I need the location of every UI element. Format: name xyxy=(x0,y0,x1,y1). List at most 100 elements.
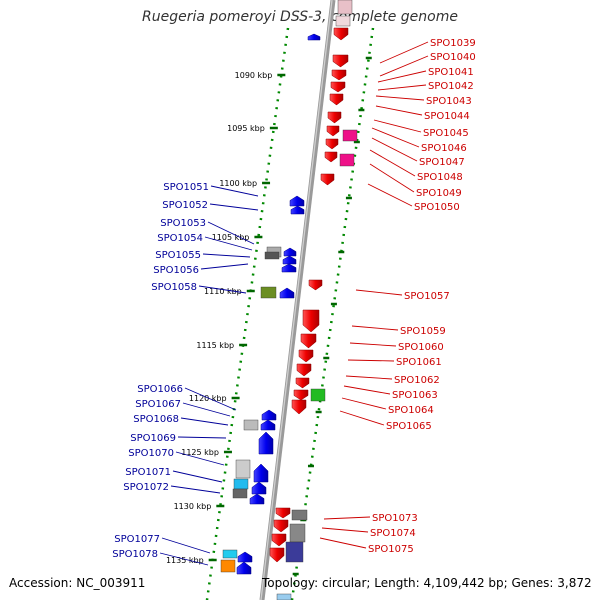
kbp-tick-label: 1095 kbp xyxy=(227,124,265,133)
gene-label-right: SPO1044 xyxy=(424,111,470,122)
leader-line xyxy=(175,451,225,466)
genome-backbone xyxy=(259,0,336,600)
forward-gene-arrow xyxy=(291,399,307,415)
gene-label-right: SPO1065 xyxy=(386,421,432,432)
leader-line xyxy=(371,137,418,162)
leader-line xyxy=(373,119,422,133)
forward-gene-arrow xyxy=(320,173,335,186)
gene-blocks xyxy=(220,0,358,600)
forward-gene-arrow xyxy=(308,279,323,291)
leader-line xyxy=(170,485,221,494)
kbp-tick-label: 1110 kbp xyxy=(204,287,242,296)
gene-label-right: SPO1075 xyxy=(368,544,414,555)
gene-block-gray xyxy=(289,523,306,543)
kbp-tick-label: 1090 kbp xyxy=(235,71,273,80)
gene-label-right: SPO1061 xyxy=(396,357,442,368)
leader-line xyxy=(198,285,247,294)
backbone-highlight xyxy=(260,0,333,600)
gene-block-gray xyxy=(291,509,308,521)
forward-gene-arrow xyxy=(333,27,349,41)
kbp-ticks: 1090 kbp 1095 kbp 1100 kbp 1105 kbp 1110 kbp… xyxy=(166,56,372,576)
leader-line xyxy=(375,95,425,101)
forward-gene-arrow xyxy=(271,533,287,547)
gene-label-right: SPO1047 xyxy=(419,157,465,168)
gene-label-left: SPO1051 xyxy=(163,182,209,193)
right-dotted-ruler xyxy=(290,27,375,600)
left-dotted-ruler xyxy=(205,27,290,600)
reverse-gene-arrow xyxy=(249,493,265,505)
reverse-gene-arrow xyxy=(307,33,321,41)
gene-label-right: SPO1062 xyxy=(394,375,440,386)
leader-line xyxy=(369,149,416,177)
gene-label-left: SPO1071 xyxy=(125,467,171,478)
leader-line xyxy=(321,527,369,533)
gene-label-right: SPO1074 xyxy=(370,528,416,539)
forward-gene-arrow xyxy=(298,349,314,363)
leader-line xyxy=(345,375,393,380)
gene-block-gray xyxy=(264,251,280,260)
map-title: Ruegeria pomeroyi DSS-3, complete genome xyxy=(142,9,458,25)
leader-line xyxy=(161,537,211,554)
gene-label-right: SPO1043 xyxy=(426,96,472,107)
gene-block-magenta xyxy=(339,153,355,167)
gene-label-left: SPO1056 xyxy=(153,265,199,276)
forward-gene-arrow xyxy=(275,507,291,519)
reverse-gene-arrow xyxy=(281,263,297,273)
reverse-gene-arrow xyxy=(289,195,305,207)
gene-label-right: SPO1060 xyxy=(398,342,444,353)
leader-line xyxy=(367,183,413,207)
leader-line xyxy=(180,417,229,426)
leader-line xyxy=(377,84,427,91)
leader-line xyxy=(341,397,387,410)
gene-label-left: SPO1054 xyxy=(157,233,203,244)
forward-gene-arrow xyxy=(330,81,346,93)
genes-count-label: Genes: 3,872 xyxy=(511,576,592,590)
leader-line xyxy=(209,203,259,211)
gene-block-olive xyxy=(260,286,277,299)
kbp-tick-label: 1135 kbp xyxy=(166,556,204,565)
leader-line xyxy=(204,236,253,251)
forward-gene-arrow xyxy=(273,519,289,533)
genome-summary: Topology: circular; Length: 4,109,442 bp… xyxy=(262,576,592,590)
gene-label-right: SPO1059 xyxy=(400,326,446,337)
leader-line xyxy=(210,185,259,197)
kbp-tick-label: 1105 kbp xyxy=(212,233,250,242)
kbp-tick-label: 1125 kbp xyxy=(181,448,219,457)
kbp-tick-label: 1120 kbp xyxy=(189,394,227,403)
forward-gene-arrow xyxy=(331,69,347,81)
length-label: Length: 4,109,442 bp; xyxy=(374,576,512,590)
reverse-gene-arrow xyxy=(279,287,295,299)
gene-label-right: SPO1046 xyxy=(421,143,467,154)
gene-label-left: SPO1053 xyxy=(160,218,206,229)
reverse-gene-arrow xyxy=(237,551,253,563)
gene-label-left: SPO1077 xyxy=(114,534,160,545)
gene-label-right: SPO1042 xyxy=(428,81,474,92)
leader-line xyxy=(379,55,429,77)
leader-line xyxy=(379,41,429,64)
kbp-tick-label: 1130 kbp xyxy=(174,502,212,511)
gene-label-right: SPO1040 xyxy=(430,52,476,63)
gene-label-right: SPO1050 xyxy=(414,202,460,213)
reverse-gene-arrow xyxy=(282,255,297,265)
gene-label-right: SPO1039 xyxy=(430,38,476,49)
gene-block-pink xyxy=(337,0,353,15)
leader-line xyxy=(159,552,209,566)
gene-label-right: SPO1048 xyxy=(417,172,463,183)
gene-block-cyan xyxy=(222,549,238,559)
gene-label-left: SPO1052 xyxy=(162,200,208,211)
forward-gene-arrow xyxy=(302,309,320,333)
reverse-gene-arrow xyxy=(283,247,297,257)
leader-line xyxy=(182,402,231,417)
leader-line xyxy=(207,221,255,245)
gene-label-right: SPO1057 xyxy=(404,291,450,302)
forward-gene-arrow xyxy=(324,151,338,163)
leader-line xyxy=(349,342,397,347)
gene-block-lightblue xyxy=(276,593,292,600)
gene-label-left: SPO1072 xyxy=(123,482,169,493)
leader-line xyxy=(339,410,385,426)
leader-line xyxy=(172,470,223,483)
leader-line xyxy=(323,516,371,520)
leader-line xyxy=(200,263,249,270)
gene-label-left: SPO1078 xyxy=(112,549,158,560)
